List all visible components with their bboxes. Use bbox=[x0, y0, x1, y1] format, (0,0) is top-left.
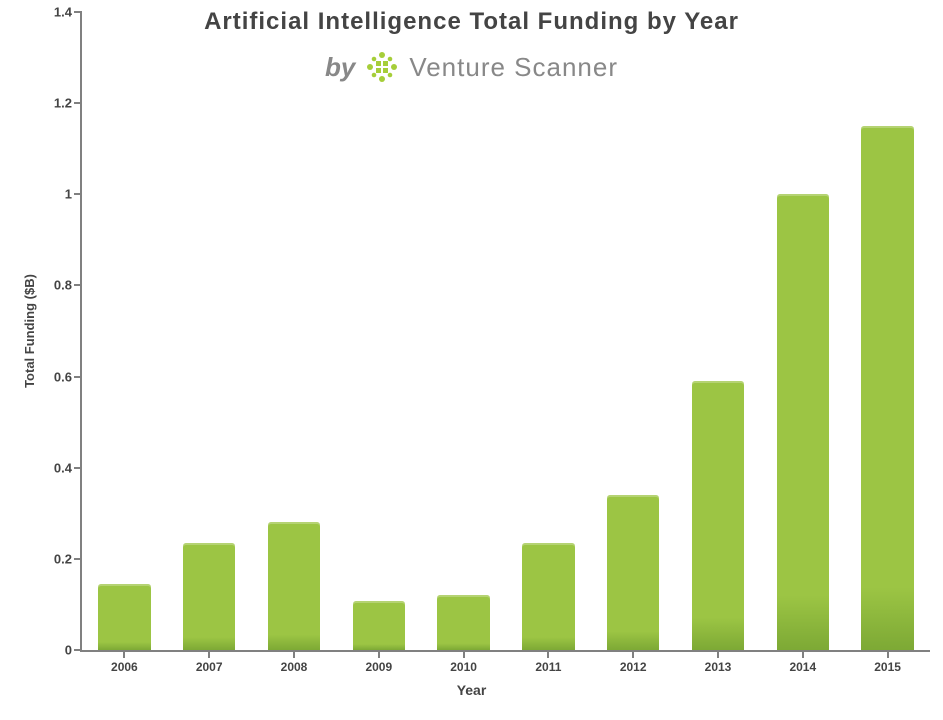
plot-area: 00.20.40.60.811.21.420062007200820092010… bbox=[80, 12, 930, 652]
y-tick-mark bbox=[74, 102, 82, 104]
y-tick-mark bbox=[74, 649, 82, 651]
bar bbox=[607, 495, 660, 650]
x-tick-label: 2012 bbox=[620, 650, 647, 674]
y-tick-mark bbox=[74, 193, 82, 195]
x-axis-label: Year bbox=[0, 682, 943, 698]
bar bbox=[692, 381, 745, 650]
bar bbox=[183, 543, 236, 650]
x-tick-label: 2008 bbox=[281, 650, 308, 674]
bar bbox=[353, 601, 406, 650]
x-tick-label: 2009 bbox=[365, 650, 392, 674]
y-tick-mark bbox=[74, 11, 82, 13]
bar bbox=[98, 584, 151, 650]
x-tick-label: 2014 bbox=[789, 650, 816, 674]
x-tick-label: 2006 bbox=[111, 650, 138, 674]
bar bbox=[777, 194, 830, 650]
x-tick-label: 2015 bbox=[874, 650, 901, 674]
bar bbox=[522, 543, 575, 650]
x-tick-label: 2013 bbox=[705, 650, 732, 674]
x-tick-label: 2007 bbox=[196, 650, 223, 674]
bar bbox=[437, 595, 490, 650]
y-tick-mark bbox=[74, 284, 82, 286]
y-tick-mark bbox=[74, 558, 82, 560]
y-axis-label: Total Funding ($B) bbox=[22, 274, 37, 388]
bar bbox=[861, 126, 914, 650]
bar bbox=[268, 522, 321, 650]
x-tick-label: 2011 bbox=[535, 650, 561, 674]
y-tick-mark bbox=[74, 467, 82, 469]
x-tick-label: 2010 bbox=[450, 650, 477, 674]
funding-bar-chart: Artificial Intelligence Total Funding by… bbox=[0, 0, 943, 720]
y-tick-mark bbox=[74, 376, 82, 378]
